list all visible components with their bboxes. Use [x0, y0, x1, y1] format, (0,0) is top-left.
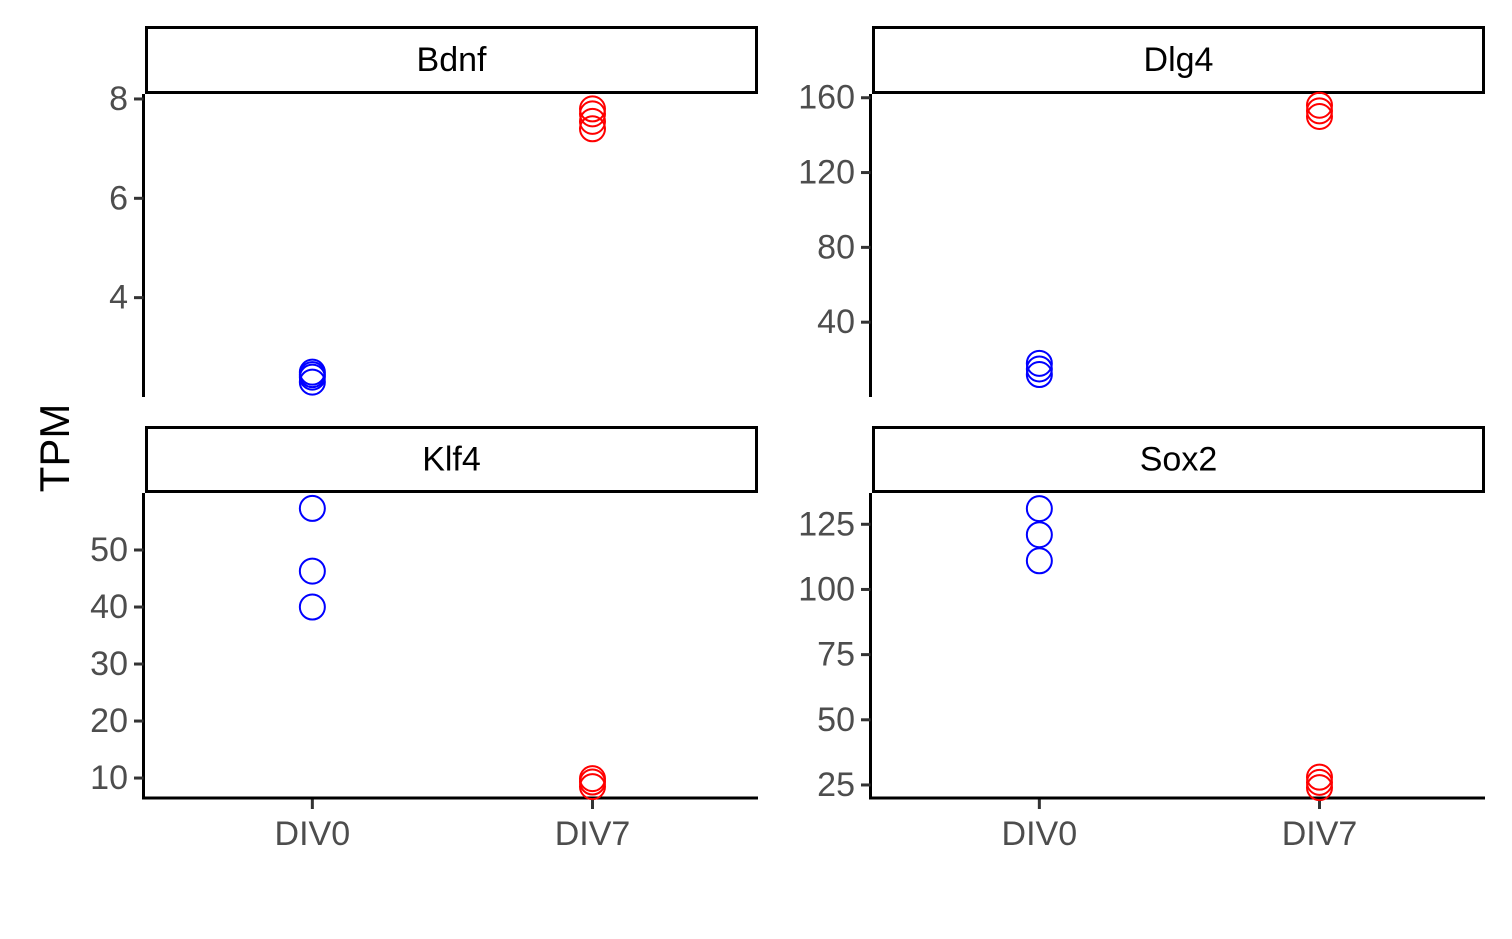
data-point-dlg4-div7: [1305, 102, 1333, 130]
facet-panel-dlg4: Dlg4 40 80 120 160: [798, 26, 1485, 397]
data-point-klf4-div0: [298, 494, 326, 522]
data-point-klf4-div0: [298, 557, 326, 585]
data-point-bdnf-div0: [298, 361, 326, 389]
data-point-sox2-div7: [1305, 763, 1333, 791]
y-tick-label-sox2: 75: [817, 636, 855, 674]
y-axis-label: TPM: [31, 404, 78, 493]
data-point-klf4-div0: [298, 593, 326, 621]
data-point-sox2-div0: [1025, 547, 1053, 575]
data-point-dlg4-div0: [1025, 349, 1053, 377]
data-point-bdnf-div0: [298, 363, 326, 391]
y-tick-label-dlg4: 40: [817, 303, 855, 341]
data-point-dlg4-div7: [1305, 97, 1333, 125]
facet-panel-bdnf: Bdnf 4 6 8: [109, 26, 758, 397]
data-point-bdnf-div7: [578, 107, 606, 135]
x-tick-label-sox2-div7: DIV7: [1282, 815, 1358, 853]
x-tick-label-sox2-div0: DIV0: [1002, 815, 1078, 853]
data-point-sox2-div7: [1305, 774, 1333, 802]
facet-panel-klf4: Klf4 10 20 30 40 50 DIV0 DIV7: [90, 426, 758, 853]
data-point-dlg4-div0: [1025, 355, 1053, 383]
y-tick-label-klf4: 20: [90, 702, 128, 740]
facet-strip-sox2: [872, 426, 1485, 493]
facet-strip-dlg4: [872, 26, 1485, 94]
y-tick-label-bdnf: 8: [109, 80, 128, 118]
facet-panel-sox2: Sox2 25 50 75 100 125 DIV0 DIV7: [798, 426, 1485, 853]
facet-title-dlg4: Dlg4: [1144, 41, 1214, 79]
x-tick-label-klf4-div0: DIV0: [275, 815, 351, 853]
facet-strip-bdnf: [145, 26, 758, 94]
x-tick-label-klf4-div7: DIV7: [555, 815, 631, 853]
data-point-klf4-div7: [578, 765, 606, 793]
y-tick-label-klf4: 50: [90, 531, 128, 569]
data-point-sox2-div0: [1025, 495, 1053, 523]
y-tick-label-sox2: 100: [798, 570, 855, 608]
facet-title-sox2: Sox2: [1140, 441, 1218, 479]
y-tick-label-dlg4: 160: [798, 79, 855, 117]
data-point-bdnf-div7: [578, 100, 606, 128]
data-point-bdnf-div7: [578, 95, 606, 123]
y-tick-label-klf4: 40: [90, 588, 128, 626]
y-tick-label-sox2: 125: [798, 505, 855, 543]
y-tick-label-klf4: 30: [90, 645, 128, 683]
data-point-bdnf-div7: [578, 115, 606, 143]
data-point-sox2-div7: [1305, 768, 1333, 796]
facet-strip-klf4: [145, 426, 758, 493]
data-point-bdnf-div0: [298, 358, 326, 386]
facet-title-bdnf: Bdnf: [417, 41, 487, 79]
y-tick-label-klf4: 10: [90, 759, 128, 797]
data-point-sox2-div0: [1025, 521, 1053, 549]
y-tick-label-dlg4: 80: [817, 228, 855, 266]
facet-title-klf4: Klf4: [422, 441, 481, 479]
y-tick-label-bdnf: 6: [109, 179, 128, 217]
y-tick-label-sox2: 25: [817, 766, 855, 804]
y-tick-label-sox2: 50: [817, 701, 855, 739]
y-tick-label-bdnf: 4: [109, 279, 128, 317]
y-tick-label-dlg4: 120: [798, 154, 855, 192]
data-point-dlg4-div0: [1025, 361, 1053, 389]
data-point-dlg4-div7: [1305, 91, 1333, 119]
